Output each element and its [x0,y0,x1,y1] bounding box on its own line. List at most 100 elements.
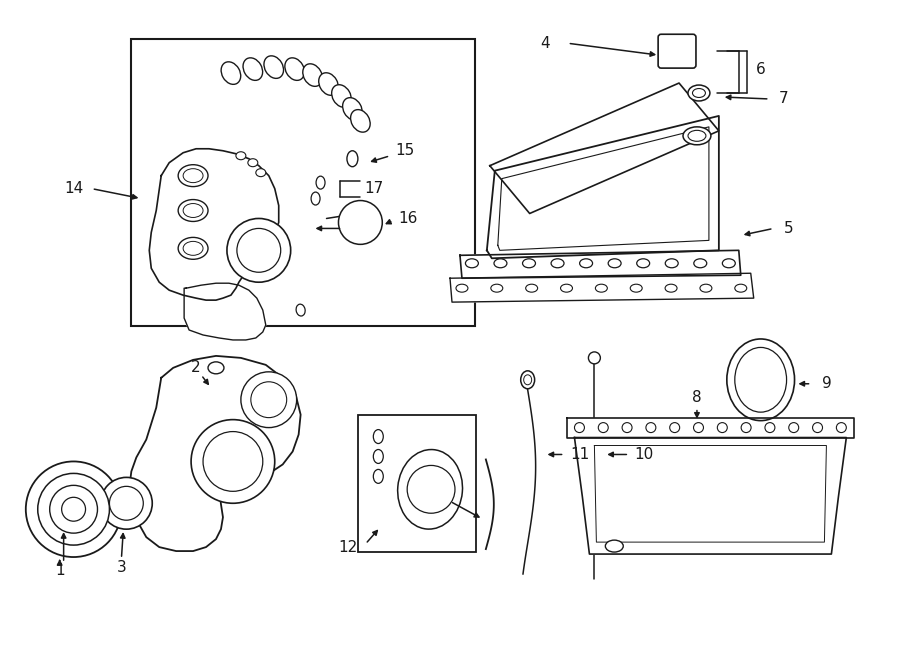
Circle shape [241,372,297,428]
Ellipse shape [523,259,536,268]
Circle shape [338,200,382,245]
Circle shape [741,422,751,432]
Text: 17: 17 [364,181,384,196]
Ellipse shape [319,73,338,95]
Ellipse shape [727,339,795,420]
Circle shape [227,219,291,282]
Polygon shape [460,251,741,278]
Ellipse shape [524,375,532,385]
Ellipse shape [521,371,535,389]
Circle shape [589,352,600,364]
Text: 13: 13 [440,484,460,499]
Circle shape [50,485,97,533]
Circle shape [26,461,122,557]
Circle shape [813,422,823,432]
Circle shape [61,497,86,521]
Text: 9: 9 [822,376,832,391]
Polygon shape [149,149,279,300]
Text: 6: 6 [756,61,766,77]
Text: 5: 5 [784,221,794,236]
Ellipse shape [665,259,679,268]
Bar [358,414,476,552]
Ellipse shape [302,64,322,87]
Ellipse shape [221,62,240,85]
Text: 1: 1 [55,563,65,578]
Ellipse shape [351,110,370,132]
Ellipse shape [183,169,203,182]
Ellipse shape [561,284,572,292]
Ellipse shape [694,259,706,268]
Ellipse shape [465,259,479,268]
Polygon shape [130,356,301,551]
Ellipse shape [346,151,358,167]
Circle shape [622,422,632,432]
Bar [131,39,475,326]
Circle shape [237,229,281,272]
Text: 15: 15 [396,143,415,158]
Text: 8: 8 [692,390,702,405]
Circle shape [694,422,704,432]
Ellipse shape [491,284,503,292]
Ellipse shape [630,284,643,292]
Ellipse shape [183,241,203,255]
Circle shape [670,422,680,432]
Ellipse shape [332,85,351,107]
Polygon shape [184,283,266,340]
Circle shape [110,486,143,520]
Text: 11: 11 [570,447,590,462]
Circle shape [646,422,656,432]
Polygon shape [574,438,846,554]
Ellipse shape [178,165,208,186]
Circle shape [101,477,152,529]
Ellipse shape [183,204,203,217]
Circle shape [38,473,110,545]
Circle shape [836,422,846,432]
Ellipse shape [374,430,383,444]
Text: 16: 16 [399,211,418,226]
Ellipse shape [243,58,263,81]
Ellipse shape [700,284,712,292]
Ellipse shape [580,259,592,268]
Circle shape [598,422,608,432]
Ellipse shape [311,192,320,205]
Ellipse shape [178,200,208,221]
Polygon shape [487,116,719,258]
Ellipse shape [692,89,706,97]
Ellipse shape [374,449,383,463]
Circle shape [717,422,727,432]
Ellipse shape [264,56,284,79]
Ellipse shape [208,362,224,374]
Ellipse shape [734,284,747,292]
Circle shape [574,422,584,432]
Ellipse shape [596,284,608,292]
Text: 14: 14 [64,181,83,196]
Polygon shape [450,273,753,302]
Ellipse shape [636,259,650,268]
Polygon shape [490,83,719,214]
Ellipse shape [456,284,468,292]
Circle shape [251,382,287,418]
Ellipse shape [236,152,246,160]
Ellipse shape [551,259,564,268]
Ellipse shape [723,259,735,268]
Text: 2: 2 [192,360,201,375]
FancyBboxPatch shape [658,34,696,68]
Text: 7: 7 [778,91,788,106]
Ellipse shape [606,540,624,552]
Ellipse shape [248,159,257,167]
Ellipse shape [734,348,787,412]
Ellipse shape [683,127,711,145]
Ellipse shape [608,259,621,268]
Ellipse shape [343,98,362,120]
Circle shape [407,465,455,513]
Text: 10: 10 [634,447,653,462]
Circle shape [788,422,798,432]
Ellipse shape [296,304,305,316]
Circle shape [765,422,775,432]
Ellipse shape [374,469,383,483]
Text: 18: 18 [349,221,368,236]
Ellipse shape [256,169,266,176]
Ellipse shape [688,85,710,101]
Polygon shape [566,418,854,438]
Ellipse shape [688,130,706,141]
